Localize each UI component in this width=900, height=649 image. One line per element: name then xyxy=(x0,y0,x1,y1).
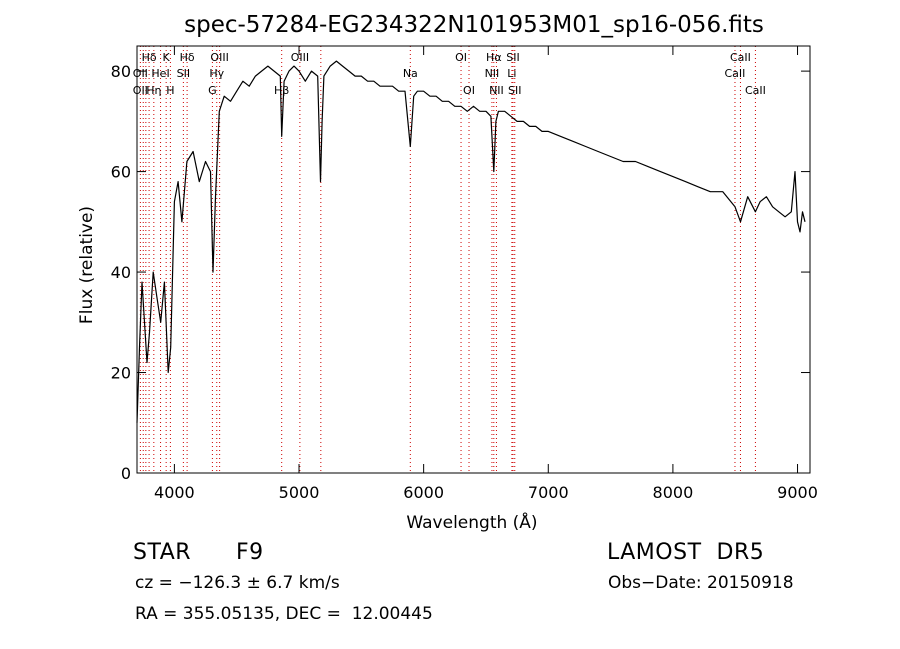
y-tick-label: 40 xyxy=(111,263,131,282)
line-label: Na xyxy=(403,67,418,80)
line-label: Hα xyxy=(486,51,502,64)
line-label: NII xyxy=(485,67,500,80)
line-label: Hγ xyxy=(209,67,224,80)
y-tick-label: 0 xyxy=(121,464,131,483)
line-label: SII xyxy=(506,51,519,64)
line-label: CaII xyxy=(745,84,766,97)
chart-title: spec-57284-EG234322N101953M01_sp16-056.f… xyxy=(184,12,764,38)
x-tick-label: 5000 xyxy=(279,483,320,502)
y-tick-label: 20 xyxy=(111,364,131,383)
line-label: Hδ xyxy=(142,51,157,64)
line-label: H xyxy=(166,84,174,97)
observation-date: Obs−Date: 20150918 xyxy=(608,573,794,593)
x-tick-label: 4000 xyxy=(154,483,195,502)
line-label: CaII xyxy=(730,51,751,64)
spectrum-line xyxy=(136,60,806,423)
line-label: K xyxy=(163,51,171,64)
x-tick-label: 9000 xyxy=(777,483,818,502)
y-tick-label: 60 xyxy=(111,163,131,182)
y-ticks: 0 20 40 60 80 xyxy=(111,62,810,483)
line-label: OII xyxy=(133,67,148,80)
coordinates: RA = 355.05135, DEC = 12.00445 xyxy=(135,604,433,624)
line-label: SII xyxy=(508,84,521,97)
line-label: OIII xyxy=(291,51,309,64)
redshift-velocity: cz = −126.3 ± 6.7 km/s xyxy=(135,573,340,593)
spectrum-series xyxy=(136,60,806,423)
line-labels: HδOIIOIIHηKHeIHHδSIIOIIIHγGOIIIHβNaOIOIH… xyxy=(133,51,766,97)
line-label: Hβ xyxy=(274,84,289,97)
line-markers xyxy=(139,46,756,473)
survey-release: LAMOST DR5 xyxy=(607,540,765,565)
line-label: Hδ xyxy=(180,51,195,64)
line-label: CaII xyxy=(725,67,746,80)
x-axis-label: Wavelength (Å) xyxy=(406,511,537,533)
object-subclass: F9 xyxy=(236,540,264,565)
x-ticks: 4000 5000 6000 7000 8000 9000 xyxy=(154,46,818,502)
x-tick-label: 6000 xyxy=(403,483,444,502)
line-label: OI xyxy=(463,84,475,97)
y-tick-label: 80 xyxy=(111,62,131,81)
object-class: STAR xyxy=(133,540,192,565)
line-label: Hη xyxy=(146,84,161,97)
line-label: SII xyxy=(177,67,190,80)
x-tick-label: 7000 xyxy=(528,483,569,502)
y-axis-label: Flux (relative) xyxy=(77,206,97,324)
line-label: OI xyxy=(455,51,467,64)
line-label: HeI xyxy=(151,67,169,80)
plot-frame xyxy=(136,45,811,474)
line-label: Li xyxy=(507,67,516,80)
line-label: NII xyxy=(489,84,504,97)
x-tick-label: 8000 xyxy=(653,483,694,502)
line-label: G xyxy=(208,84,217,97)
line-label: OIII xyxy=(210,51,228,64)
